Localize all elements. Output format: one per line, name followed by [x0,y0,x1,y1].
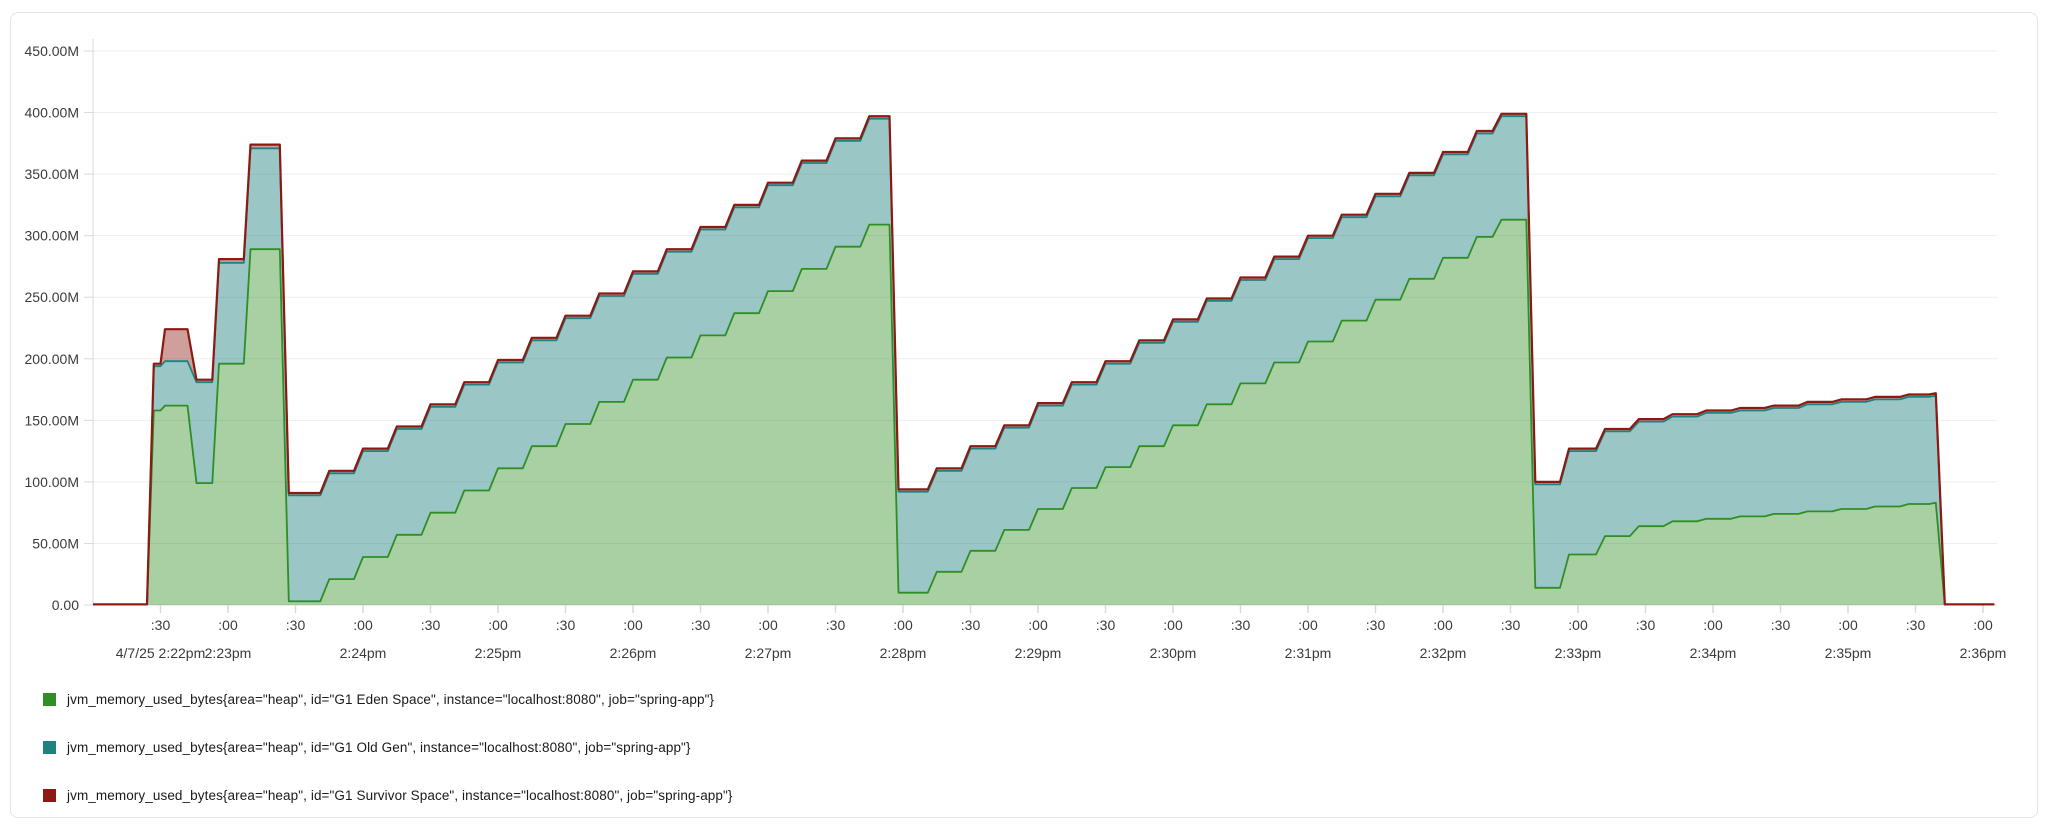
series-areas [93,112,1995,606]
x-tick-label: :00 [218,617,238,633]
legend-swatch-old-gen-icon [43,740,56,754]
x-tick-label: :30 [286,617,306,633]
y-tick-label: 0.00 [52,597,79,613]
graph-panel-card: 0.00 50.00M 100.00M 150.00M 200.00M 250.00M 30… [10,12,2038,818]
eden-space-line [93,218,1995,606]
y-tick-label: 150.00M [25,412,79,428]
x-minute-label: 2:29pm [1015,645,1062,661]
x-axis: :30 4/7/25 2:22pm :00 2:23pm :30 :00 2:24pm :30… [116,605,2007,661]
x-minute-label: 2:27pm [745,645,792,661]
y-axis: 0.00 50.00M 100.00M 150.00M 200.00M 250.00M 30… [25,39,94,613]
x-tick-label: :30 [151,617,171,633]
x-tick-label: :30 [556,617,576,633]
x-tick-label: :00 [1568,617,1588,633]
survivor-space-line [93,112,1995,606]
legend-label-eden: jvm_memory_used_bytes{area="heap", id="G… [67,691,715,707]
legend-label-old-gen: jvm_memory_used_bytes{area="heap", id="G… [67,739,691,755]
x-minute-label: 2:33pm [1555,645,1602,661]
x-minute-label: 2:26pm [610,645,657,661]
x-tick-label: :00 [1838,617,1858,633]
x-tick-label: :30 [1771,617,1791,633]
legend-swatch-survivor-icon [43,788,56,802]
x-tick-label: :00 [893,617,913,633]
y-tick-label: 400.00M [25,105,79,121]
y-tick-label: 100.00M [25,474,79,490]
y-tick-label: 250.00M [25,289,79,305]
jvm-memory-used-chart[interactable]: 0.00 50.00M 100.00M 150.00M 200.00M 250.00M 30… [11,13,2037,817]
x-tick-label: :00 [488,617,508,633]
y-tick-label: 450.00M [25,43,79,59]
x-tick-label: :30 [691,617,711,633]
x-tick-label: :30 [1906,617,1926,633]
x-minute-label: 2:34pm [1690,645,1737,661]
x-tick-label: :00 [353,617,373,633]
y-tick-label: 300.00M [25,228,79,244]
legend-item-survivor-space[interactable]: jvm_memory_used_bytes{area="heap", id="G… [43,785,733,805]
y-tick-label: 350.00M [25,166,79,182]
x-minute-label: 2:36pm [1960,645,2007,661]
x-tick-label: :00 [1298,617,1318,633]
x-tick-label: :30 [1501,617,1521,633]
x-tick-label: :00 [1028,617,1048,633]
y-tick-label: 50.00M [32,535,79,551]
x-tick-label: :30 [1096,617,1116,633]
x-tick-label: :30 [826,617,846,633]
legend-swatch-eden-icon [43,692,56,706]
x-tick-label: :00 [758,617,778,633]
chart-legend: jvm_memory_used_bytes{area="heap", id="G… [43,689,733,828]
x-tick-label: :00 [1433,617,1453,633]
x-minute-label: 2:30pm [1150,645,1197,661]
x-tick-label: :00 [623,617,643,633]
x-tick-label: :30 [421,617,441,633]
legend-item-old-gen[interactable]: jvm_memory_used_bytes{area="heap", id="G… [43,737,733,757]
x-minute-label: 2:35pm [1825,645,1872,661]
x-tick-label: :00 [1703,617,1723,633]
x-minute-label: 2:24pm [340,645,387,661]
x-minute-label: 2:32pm [1420,645,1467,661]
x-tick-label: :30 [961,617,981,633]
legend-item-eden-space[interactable]: jvm_memory_used_bytes{area="heap", id="G… [43,689,733,709]
grid [93,50,1997,606]
x-tick-label: :00 [1163,617,1183,633]
x-tick-label: :00 [1973,617,1993,633]
x-tick-label: :30 [1366,617,1386,633]
x-tick-label: :30 [1636,617,1656,633]
x-minute-label: 2:31pm [1285,645,1332,661]
x-minute-label: 2:23pm [205,645,252,661]
legend-label-survivor: jvm_memory_used_bytes{area="heap", id="G… [67,787,733,803]
old-gen-area [93,116,1995,605]
x-minute-label: 2:25pm [475,645,522,661]
eden-space-area [93,219,1995,605]
x-minute-label: 2:28pm [880,645,927,661]
y-tick-label: 200.00M [25,351,79,367]
x-tick-label: :30 [1231,617,1251,633]
x-minute-label: 4/7/25 2:22pm [116,645,206,661]
